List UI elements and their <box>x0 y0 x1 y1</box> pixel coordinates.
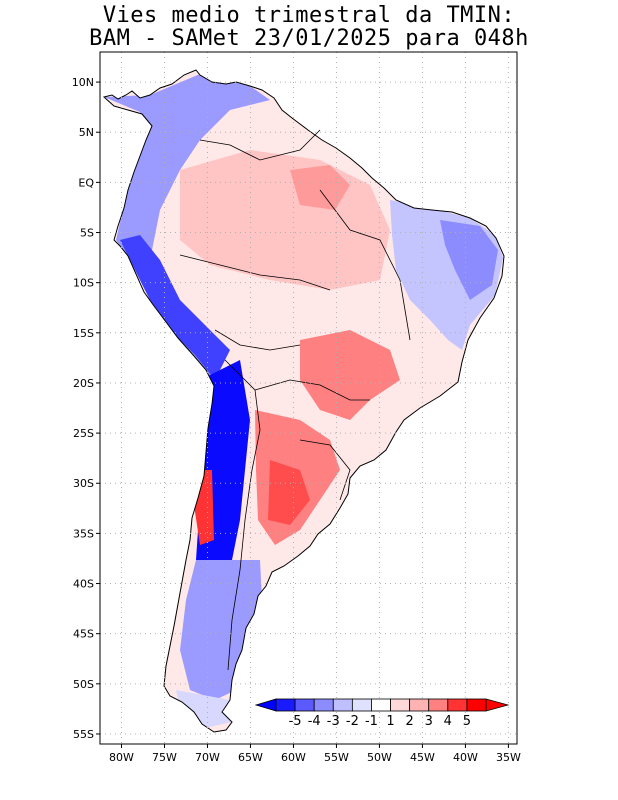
colorbar-swatch <box>351 698 372 712</box>
colorbar-label: 4 <box>444 714 452 729</box>
lat-tick-label: 10S <box>73 277 94 290</box>
colorbar-label: -5 <box>289 714 302 729</box>
lat-tick-label: 20S <box>73 377 94 390</box>
lat-tick-label: 50S <box>73 678 94 691</box>
colorbar-label: 5 <box>463 714 471 729</box>
lat-tick-label: 30S <box>73 477 94 490</box>
colorbar-swatch <box>447 698 468 712</box>
colorbar-label: -1 <box>365 714 378 729</box>
lat-tick-label: 5S <box>80 227 94 240</box>
lat-tick-label: 15S <box>73 327 94 340</box>
colorbar-label: -3 <box>327 714 340 729</box>
border-paraguay <box>254 379 370 401</box>
title-line-2: BAM - SAMet 23/01/2025 para 048h <box>89 26 529 51</box>
field-amazon-red <box>290 165 350 210</box>
lon-tick-label: 50W <box>367 751 392 764</box>
field-central-red <box>300 330 400 420</box>
lon-tick-label: 60W <box>281 751 306 764</box>
field-patagonia-blue <box>180 560 262 700</box>
border-brazil-states <box>319 189 411 341</box>
lat-tick-label: 25S <box>73 427 94 440</box>
colorbar-label: -4 <box>308 714 321 729</box>
lon-tick-label: 65W <box>238 751 263 764</box>
continent-coastline <box>102 69 505 733</box>
longitude-axis: 80W 75W 70W 65W 60W 55W 50W 45W 40W 35W <box>109 744 521 764</box>
colorbar-swatch <box>409 698 430 712</box>
lat-tick-label: 40S <box>73 578 94 591</box>
colorbar-swatch <box>294 698 315 712</box>
colorbar-label: 3 <box>425 714 433 729</box>
lat-tick-label: 10N <box>72 76 94 89</box>
field-ne-brazil-blue-deep <box>440 220 498 300</box>
lon-tick-label: 45W <box>410 751 435 764</box>
field-chile-deep-blue <box>196 360 250 610</box>
lat-tick-label: 55S <box>73 728 94 741</box>
lat-tick-label: EQ <box>78 176 94 189</box>
lat-tick-label: 5N <box>79 126 94 139</box>
colorbar-swatch <box>371 698 391 712</box>
border-bolivia <box>214 329 301 351</box>
colorbar-swatch <box>275 698 296 712</box>
latitude-axis: 10N 5N EQ 5S 10S 15S 20S 25S 30S 35S 40S 45S 50S 55S <box>72 76 100 741</box>
border-chile-argentina <box>224 359 261 671</box>
lon-tick-label: 75W <box>152 751 177 764</box>
colorbar-label: 2 <box>405 714 413 729</box>
border-peru-brazil <box>179 254 331 291</box>
lon-tick-label: 80W <box>109 751 134 764</box>
colorbar-label: 1 <box>386 714 394 729</box>
colorbar-swatch <box>466 698 487 712</box>
field-tierra-light-blue <box>176 690 232 728</box>
lon-tick-label: 35W <box>496 751 521 764</box>
colorbar: -5 -4 -3 -2 -1 1 2 3 4 5 <box>254 698 510 729</box>
graticule <box>100 52 517 744</box>
border-uruguay <box>299 439 351 501</box>
colorbar-swatch <box>332 698 353 712</box>
border-north <box>199 129 321 161</box>
colorbar-swatch <box>390 698 411 712</box>
map-frame <box>99 51 518 745</box>
country-borders <box>179 129 411 671</box>
lat-tick-label: 35S <box>73 527 94 540</box>
colorbar-swatch <box>428 698 449 712</box>
field-andes-north-blue <box>104 74 270 386</box>
field-peru-coast-blue <box>120 235 230 380</box>
colorbar-swatch <box>313 698 334 712</box>
lon-tick-label: 70W <box>195 751 220 764</box>
lat-tick-label: 45S <box>73 628 94 641</box>
lon-tick-label: 55W <box>324 751 349 764</box>
colorbar-label: -2 <box>346 714 359 729</box>
title-line-1: Vies medio trimestral da TMIN: <box>102 3 516 28</box>
lon-tick-label: 40W <box>453 751 478 764</box>
field-argentina-red-deep <box>268 460 310 525</box>
